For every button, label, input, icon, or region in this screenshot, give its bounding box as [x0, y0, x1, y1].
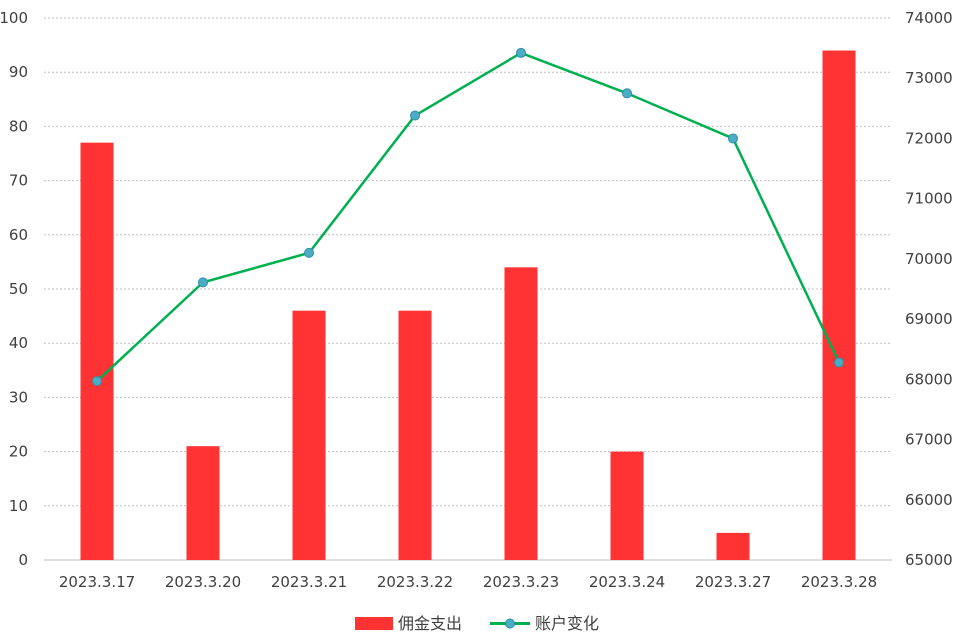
legend-bar-swatch — [355, 617, 393, 630]
line-series — [92, 47, 844, 387]
right-axis-ticks: 65000 66000 67000 68000 69000 70000 71000 72000… — [905, 9, 953, 569]
right-tick-label: 73000 — [905, 69, 953, 87]
right-tick-label: 74000 — [905, 9, 953, 27]
right-tick-label: 69000 — [905, 310, 953, 328]
line-point — [304, 247, 314, 258]
left-tick-label: 0 — [18, 551, 28, 569]
left-tick-label: 60 — [9, 226, 28, 244]
bar — [822, 50, 856, 561]
line-point — [198, 277, 208, 288]
gridlines — [44, 17, 892, 561]
bar — [610, 451, 644, 560]
left-tick-label: 30 — [9, 388, 28, 406]
x-tick-label: 2023.3.17 — [59, 573, 135, 591]
right-tick-label: 67000 — [905, 431, 953, 449]
right-tick-label: 71000 — [905, 190, 953, 208]
left-tick-label: 20 — [9, 443, 28, 461]
left-tick-label: 50 — [9, 280, 28, 298]
right-tick-label: 68000 — [905, 370, 953, 388]
x-tick-label: 2023.3.24 — [589, 573, 665, 591]
bar — [292, 310, 326, 560]
x-axis-labels: 2023.3.17 2023.3.20 2023.3.21 2023.3.22 2023… — [59, 573, 877, 591]
right-tick-label: 65000 — [905, 551, 953, 569]
left-tick-label: 70 — [9, 172, 28, 190]
x-tick-label: 2023.3.20 — [165, 573, 241, 591]
legend-line-label: 账户变化 — [535, 614, 599, 633]
x-tick-label: 2023.3.27 — [695, 573, 771, 591]
line-point — [728, 133, 738, 144]
legend: 佣金支出 账户变化 — [355, 614, 599, 633]
line-point — [834, 357, 844, 368]
left-axis-ticks: 0 10 20 30 40 50 60 70 80 90 100 — [0, 9, 28, 569]
bar — [716, 532, 750, 560]
right-tick-label: 66000 — [905, 491, 953, 509]
bar — [504, 267, 538, 560]
x-tick-label: 2023.3.21 — [271, 573, 347, 591]
left-tick-label: 80 — [9, 117, 28, 135]
line-point — [622, 88, 632, 99]
left-tick-label: 100 — [0, 9, 28, 27]
x-tick-label: 2023.3.22 — [377, 573, 453, 591]
left-tick-label: 90 — [9, 63, 28, 81]
right-tick-label: 72000 — [905, 129, 953, 147]
bar — [398, 310, 432, 560]
bar — [186, 446, 220, 560]
left-tick-label: 40 — [9, 334, 28, 352]
x-tick-label: 2023.3.23 — [483, 573, 559, 591]
bar — [80, 142, 114, 560]
bar-series — [80, 50, 856, 561]
line-point — [92, 376, 102, 387]
legend-bar-label: 佣金支出 — [398, 614, 462, 633]
line-point — [410, 110, 420, 121]
line-path — [96, 51, 841, 383]
x-tick-label: 2023.3.28 — [801, 573, 877, 591]
left-tick-label: 10 — [9, 497, 28, 515]
line-point — [516, 47, 526, 58]
right-tick-label: 70000 — [905, 250, 953, 268]
legend-line-marker — [505, 618, 515, 629]
